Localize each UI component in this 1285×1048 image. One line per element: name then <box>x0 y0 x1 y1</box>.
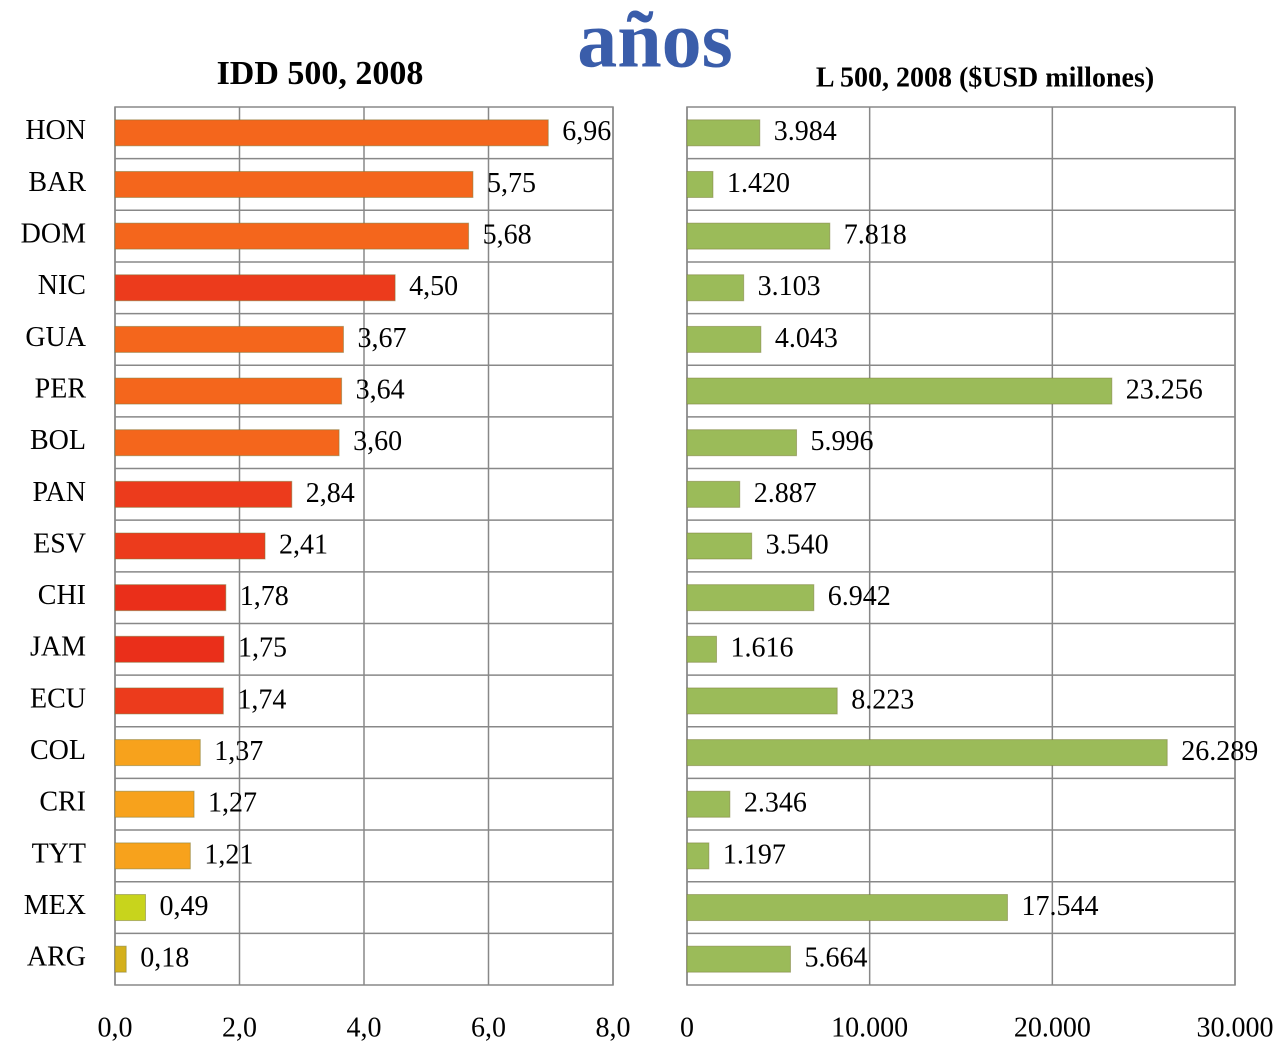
bar <box>114 222 470 250</box>
value-label: 3.984 <box>774 116 837 147</box>
bar <box>114 119 549 147</box>
chart-title: L 500, 2008 ($USD millones) <box>816 62 1154 93</box>
y-tick-label: MEX <box>24 890 86 921</box>
y-tick-label: CHI <box>38 580 86 611</box>
value-label: 2,41 <box>279 529 328 560</box>
y-tick-label: GUA <box>25 322 86 353</box>
value-label: 17.544 <box>1021 891 1098 922</box>
y-tick-label: ECU <box>30 683 86 714</box>
y-tick-label: ARG <box>27 942 86 973</box>
value-label: 0,18 <box>140 943 189 974</box>
bar <box>114 687 224 715</box>
y-tick-label: NIC <box>38 270 86 301</box>
x-tick-label: 6,0 <box>471 1012 506 1043</box>
bar <box>114 377 343 405</box>
value-label: 7.818 <box>844 220 907 251</box>
bar <box>114 842 191 870</box>
bar <box>686 945 791 973</box>
x-tick-label: 0,0 <box>98 1012 133 1043</box>
bar <box>686 119 761 147</box>
value-label: 8.223 <box>851 684 914 715</box>
value-label: 3.103 <box>758 271 821 302</box>
y-tick-label: BAR <box>28 167 86 198</box>
bar <box>114 429 340 457</box>
bar <box>686 842 710 870</box>
value-label: 5.664 <box>804 943 867 974</box>
bar <box>114 532 266 560</box>
x-tick-label: 20.000 <box>1014 1012 1091 1043</box>
y-tick-label: TYT <box>32 838 86 869</box>
value-label: 1.420 <box>727 168 790 199</box>
x-tick-label: 30.000 <box>1197 1012 1274 1043</box>
y-tick-label: HON <box>25 115 86 146</box>
bar <box>114 170 474 198</box>
bar <box>114 480 293 508</box>
value-label: 4,50 <box>409 271 458 302</box>
x-tick-label: 10.000 <box>831 1012 908 1043</box>
y-tick-label: PER <box>35 373 87 404</box>
y-tick-label: CRI <box>39 787 86 818</box>
x-tick-label: 0 <box>680 1012 694 1043</box>
value-label: 5,68 <box>483 220 532 251</box>
y-tick-label: DOM <box>21 219 86 250</box>
bar <box>114 945 127 973</box>
value-label: 3,60 <box>353 426 402 457</box>
value-label: 5.996 <box>811 426 874 457</box>
bar <box>114 325 344 353</box>
value-label: 1,37 <box>214 736 263 767</box>
value-label: 6.942 <box>828 581 891 612</box>
value-label: 0,49 <box>160 891 209 922</box>
bar <box>686 532 753 560</box>
bar <box>686 274 745 302</box>
chart-title: IDD 500, 2008 <box>217 55 424 92</box>
value-label: 6,96 <box>562 116 611 147</box>
value-label: 5,75 <box>487 168 536 199</box>
value-label: 2,84 <box>306 478 355 509</box>
value-label: 1,27 <box>208 788 257 819</box>
bar <box>686 790 731 818</box>
value-label: 4.043 <box>775 323 838 354</box>
value-label: 1.197 <box>723 839 786 870</box>
value-label: 23.256 <box>1126 374 1203 405</box>
x-tick-label: 2,0 <box>222 1012 257 1043</box>
bar <box>686 222 831 250</box>
value-label: 3,64 <box>356 374 405 405</box>
value-label: 2.887 <box>754 478 817 509</box>
value-label: 1,78 <box>240 581 289 612</box>
value-label: 26.289 <box>1181 736 1258 767</box>
bar <box>686 480 741 508</box>
bar <box>686 687 838 715</box>
bar <box>114 274 396 302</box>
value-label: 1.616 <box>731 633 794 664</box>
heading: años <box>577 0 733 84</box>
y-tick-label: ESV <box>33 528 86 559</box>
value-label: 1,75 <box>238 633 287 664</box>
value-label: 1,74 <box>237 684 286 715</box>
bar <box>686 894 1008 922</box>
value-label: 3,67 <box>357 323 406 354</box>
value-label: 2.346 <box>744 788 807 819</box>
bar <box>686 377 1113 405</box>
y-tick-label: BOL <box>30 425 86 456</box>
value-label: 3.540 <box>766 529 829 560</box>
y-tick-label: COL <box>30 735 86 766</box>
bar <box>686 170 714 198</box>
bar <box>114 584 227 612</box>
x-tick-label: 8,0 <box>596 1012 631 1043</box>
bar <box>114 635 225 663</box>
value-label: 1,21 <box>204 839 253 870</box>
bar <box>686 739 1168 767</box>
x-tick-label: 4,0 <box>347 1012 382 1043</box>
bar <box>686 429 798 457</box>
y-tick-label: PAN <box>33 477 86 508</box>
bar <box>686 635 718 663</box>
bar <box>686 325 762 353</box>
bar <box>686 584 815 612</box>
y-tick-label: JAM <box>30 632 86 663</box>
bar <box>114 790 195 818</box>
bar <box>114 739 201 767</box>
bar <box>114 894 147 922</box>
